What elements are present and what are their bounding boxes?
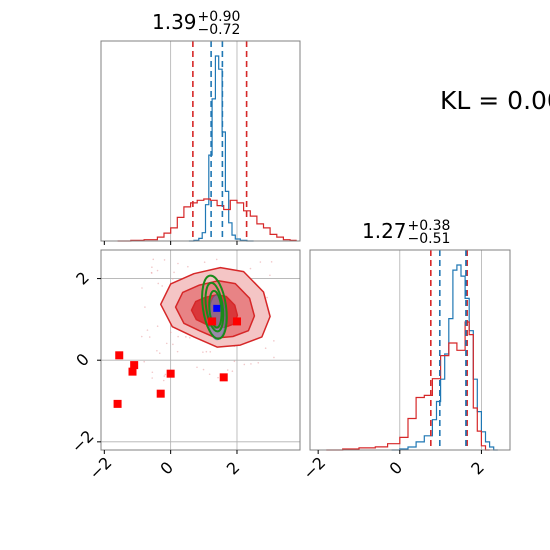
sample-dot: [146, 329, 149, 331]
sample-dot: [172, 343, 174, 346]
green-ellipse: [204, 281, 225, 333]
sample-dot: [177, 335, 179, 338]
sample-dot: [205, 350, 208, 353]
green-ellipse: [201, 274, 228, 340]
sample-dot: [259, 261, 262, 263]
x-tick-label: 0: [386, 458, 407, 479]
title-median: 1.27: [362, 219, 407, 243]
sample-dot: [148, 336, 151, 338]
sample-dot: [162, 379, 165, 382]
sample-dot: [203, 261, 206, 263]
sample-dot: [163, 259, 166, 261]
sample-dot: [226, 369, 229, 371]
green-ellipse: [208, 289, 223, 329]
sample-dot: [269, 274, 271, 277]
sample-dot: [156, 269, 159, 272]
panel-top-left-title: 1.39 +0.90 −0.72: [152, 10, 240, 37]
x-tick-label: 0: [156, 458, 177, 479]
sample-dot: [151, 371, 154, 374]
y-tick-label: 2: [72, 268, 93, 289]
title-median: 1.39: [152, 10, 197, 34]
sample-dot: [273, 340, 275, 342]
title-plus: +0.90: [197, 8, 241, 25]
sample-dot: [187, 265, 189, 268]
sample-dot: [215, 258, 218, 261]
sample-dot: [158, 352, 161, 354]
y-tick-label: 0: [72, 350, 93, 371]
sample-dot: [169, 331, 172, 334]
sample-dot: [161, 285, 163, 287]
axes-frame: [309, 249, 511, 451]
red-point-marker: [156, 389, 165, 398]
sample-dot: [249, 267, 252, 270]
sample-dot: [156, 325, 159, 328]
sample-dot: [157, 282, 160, 285]
axes-frame: [100, 40, 301, 242]
red-point-marker: [232, 317, 241, 326]
sample-dot: [151, 377, 153, 379]
sample-dot: [264, 347, 267, 350]
histogram-series-line: [188, 55, 254, 242]
sample-dot: [270, 261, 273, 263]
sample-dot: [233, 360, 236, 363]
x-tick-label: 2: [467, 458, 488, 479]
red-point-marker: [115, 351, 124, 360]
axes-frame: [100, 249, 301, 451]
sample-dot: [202, 351, 204, 353]
sample-dot: [231, 370, 234, 373]
x-tick-label: −2: [85, 453, 115, 483]
sample-dot: [185, 336, 187, 338]
sample-dot: [163, 375, 166, 377]
sample-dot: [172, 278, 174, 280]
sample-dot: [140, 335, 143, 338]
panel-bottom-right-histogram: −2 0 2: [299, 249, 511, 483]
sample-dot: [176, 350, 179, 353]
sample-dot: [208, 373, 211, 376]
sample-dot: [188, 336, 191, 339]
sample-dot: [250, 363, 252, 365]
sample-dot: [173, 271, 175, 274]
y-tick-label: −2: [68, 426, 98, 456]
sample-dot: [266, 296, 268, 299]
panel-top-left-histogram: [100, 40, 301, 245]
x-tick-label: −2: [299, 453, 329, 483]
sample-dot: [196, 366, 198, 369]
sample-dot: [141, 287, 143, 289]
sample-dot: [151, 266, 153, 268]
x-tick-label: 2: [223, 458, 244, 479]
red-point-marker: [113, 399, 122, 408]
red-point-marker: [219, 373, 228, 382]
red-point-marker: [130, 361, 139, 370]
blue-point-marker: [213, 304, 221, 312]
sample-dot: [165, 342, 168, 345]
sample-dot: [156, 349, 158, 352]
panel-bottom-left-contour: −2 0 2 −2 0 2: [68, 249, 301, 483]
title-minus: −0.51: [407, 230, 451, 247]
sample-dot: [217, 376, 219, 379]
histogram-series-line: [391, 264, 498, 451]
sample-dot: [150, 271, 153, 274]
red-point-marker: [166, 369, 175, 378]
sample-dot: [202, 368, 205, 371]
red-point-marker: [128, 367, 137, 376]
title-minus: −0.72: [197, 21, 241, 38]
title-plus: +0.38: [407, 217, 451, 234]
panel-bottom-right-title: 1.27 +0.38 −0.51: [362, 219, 450, 246]
sample-dot: [257, 361, 260, 364]
histogram-series-line: [326, 321, 490, 451]
sample-dot: [273, 356, 275, 359]
sample-dot: [177, 262, 179, 265]
sample-dot: [144, 306, 146, 308]
histogram-series-line: [117, 198, 297, 242]
sample-dot: [143, 360, 145, 363]
contour-content: [101, 250, 300, 450]
kl-annotation: KL = 0.00: [440, 86, 550, 115]
sample-dot: [209, 351, 212, 353]
sample-dot: [243, 363, 246, 366]
sample-dot: [164, 373, 167, 376]
red-point-marker: [208, 317, 217, 326]
sample-dot: [152, 258, 155, 261]
